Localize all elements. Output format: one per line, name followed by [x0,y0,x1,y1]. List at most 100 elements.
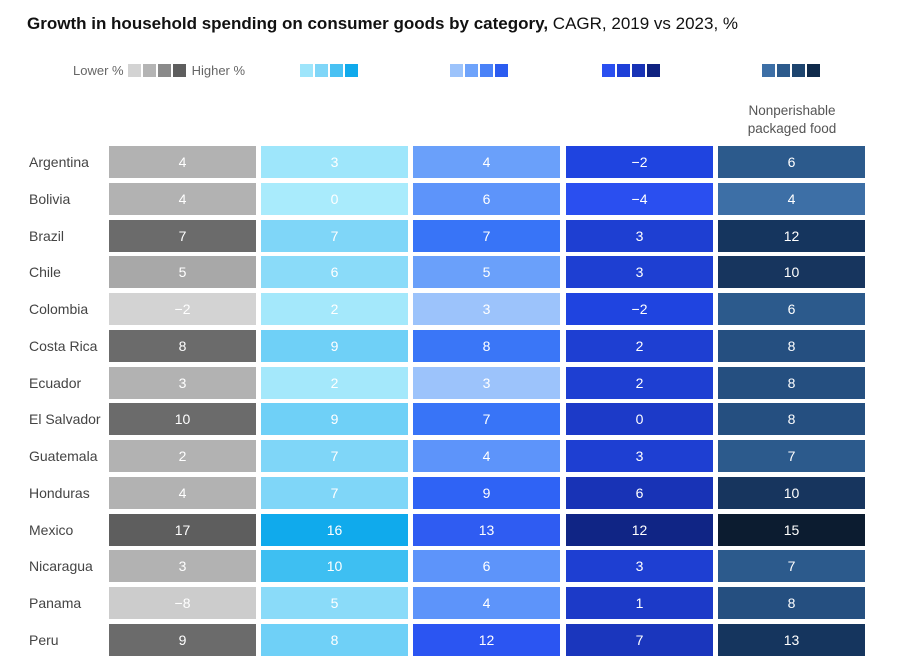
heatmap-cell: 3 [109,366,256,399]
row-label: Guatemala [29,448,98,464]
legend-swatch [142,63,156,77]
heatmap-cell: −8 [109,587,256,619]
heatmap-cell: 2 [566,329,713,362]
heatmap-cell: 9 [261,329,408,362]
heatmap-cell: 3 [261,146,408,178]
legend-swatch [762,63,775,77]
heatmap-cell: 5 [413,256,560,289]
heatmap-cell: 7 [718,550,865,583]
heatmap-cell: 4 [413,146,560,178]
heatmap-cell: 13 [718,623,865,656]
row-label: Colombia [29,301,89,317]
legend-swatch [465,63,478,77]
heatmap-cell: 3 [566,219,713,252]
heatmap-cell: 10 [718,256,865,289]
column-header: Nonperishable packaged food [747,103,837,136]
heatmap-cell: 2 [566,366,713,399]
chart-title-bold: Growth in household spending on consumer… [27,14,549,33]
heatmap-cell: 7 [261,440,408,472]
legend-group-3 [450,62,510,78]
heatmap-cell: 2 [261,293,408,325]
heatmap-cell: 8 [718,403,865,436]
heatmap-cell: 6 [413,550,560,583]
row-label: Chile [29,264,61,281]
heatmap-cell: 8 [718,329,865,362]
row-label: Brazil [29,227,65,244]
heatmap-cell: 2 [261,366,408,399]
heatmap-cell: 15 [718,513,865,546]
legend-group-4 [602,62,662,78]
legend-higher-label: Higher % [191,62,246,78]
heatmap-cell: 4 [109,146,256,178]
chart-title-subtitle: CAGR, 2019 vs 2023, % [552,14,739,33]
legend-swatch [127,63,141,77]
heatmap-cell: 6 [566,476,713,509]
heatmap-cell: 17 [109,513,256,546]
row-label: El Salvador [29,411,101,428]
heatmap-cell: 6 [718,293,865,325]
heatmap-cell: 4 [718,182,865,215]
row-label: Mexico [29,521,74,538]
heatmap-cell: 7 [109,219,256,252]
row-label: Honduras [29,484,90,501]
legend-swatch [315,63,328,77]
heatmap-cell: 8 [109,329,256,362]
heatmap-cell: 12 [718,219,865,252]
row-label: Peru [29,631,59,648]
heatmap-cell: 7 [413,403,560,436]
heatmap-cell: 2 [109,440,256,472]
heatmap-cell: 4 [413,440,560,472]
heatmap-cell: 3 [413,293,560,325]
heatmap-cell: 16 [261,513,408,546]
heatmap-cell: 3 [566,256,713,289]
heatmap-cell: 5 [261,587,408,619]
legend-swatch [792,63,805,77]
heatmap-cell: −2 [566,293,713,325]
row-label: Panama [29,595,82,611]
legend-swatch [647,63,660,77]
legend-swatch [450,63,463,77]
heatmap-cell: 4 [109,476,256,509]
legend-lower-label: Lower % [73,62,124,78]
heatmap-cell: 5 [109,256,256,289]
legend-group-2 [300,62,360,78]
heatmap-cell: 10 [109,403,256,436]
heatmap-cell: 7 [566,623,713,656]
heatmap-cell: 0 [566,403,713,436]
heatmap-cell: 4 [413,587,560,619]
legend-swatch [300,63,313,77]
heatmap-cell: 7 [413,219,560,252]
legend-swatch [602,63,615,77]
legend-swatch [345,63,358,77]
heatmap-cell: 9 [261,403,408,436]
heatmap-cell: 4 [109,182,256,215]
row-label: Argentina [29,154,89,170]
heatmap-cell: 8 [718,366,865,399]
row-label: Nicaragua [29,558,93,575]
heatmap-cell: 6 [413,182,560,215]
heatmap-cell: −4 [566,182,713,215]
heatmap-cell: 9 [413,476,560,509]
heatmap-cell: 7 [261,219,408,252]
row-label: Costa Rica [29,337,98,354]
row-label: Bolivia [29,190,71,207]
heatmap-cell: 7 [718,440,865,472]
heatmap-cell: 10 [718,476,865,509]
legend-swatch [777,63,790,77]
heatmap-cell: 0 [261,182,408,215]
heatmap-cell: 8 [413,329,560,362]
legend-swatch [632,63,645,77]
legend-swatch [330,63,343,77]
heatmap-cell: 12 [566,513,713,546]
legend-swatch [172,63,186,77]
heatmap-cell: 7 [261,476,408,509]
legend-swatch [480,63,493,77]
legend-group-1: Lower % Higher % [73,62,249,78]
heatmap-cell: 3 [566,440,713,472]
heatmap-cell: −2 [566,146,713,178]
heatmap-cell: 3 [566,550,713,583]
heatmap-cell: 8 [261,623,408,656]
heatmap-cell: 10 [261,550,408,583]
heatmap-cell: −2 [109,293,256,325]
heatmap-cell: 1 [566,587,713,619]
